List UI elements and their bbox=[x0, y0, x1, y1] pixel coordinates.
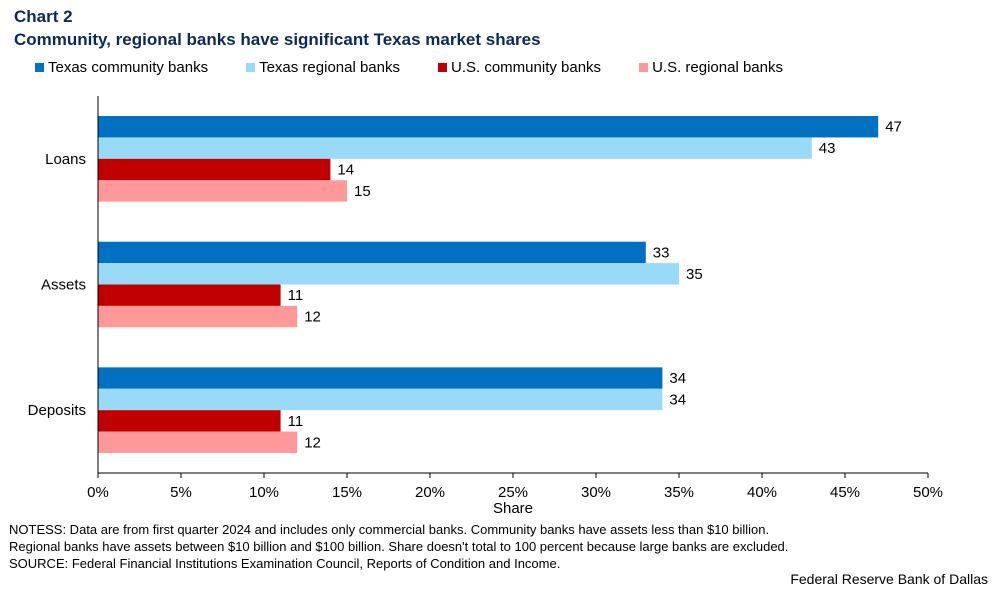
bar bbox=[98, 180, 347, 202]
x-tick-label: 25% bbox=[498, 484, 528, 501]
x-tick-label: 5% bbox=[170, 484, 192, 501]
legend-label: Texas community banks bbox=[48, 59, 209, 76]
data-label: 11 bbox=[288, 413, 304, 430]
data-label: 14 bbox=[337, 162, 354, 179]
data-label: 12 bbox=[304, 309, 321, 326]
x-tick-label: 30% bbox=[581, 484, 611, 501]
bar bbox=[98, 116, 879, 138]
notes-line: Regional banks have assets between $10 b… bbox=[9, 539, 789, 554]
category-label: Loans bbox=[45, 151, 86, 168]
legend-swatch bbox=[246, 63, 256, 72]
data-label: 43 bbox=[819, 140, 836, 157]
data-label: 34 bbox=[669, 391, 686, 408]
credit: Federal Reserve Bank of Dallas bbox=[790, 571, 988, 587]
chart-number: Chart 2 bbox=[14, 7, 73, 26]
x-tick-label: 20% bbox=[415, 484, 445, 501]
x-tick-label: 0% bbox=[87, 484, 109, 501]
legend-swatch bbox=[35, 63, 44, 72]
bar-chart: 47431415Loans33351112Assets34341112Depos… bbox=[28, 96, 943, 517]
data-label: 34 bbox=[669, 370, 686, 387]
bar bbox=[98, 305, 298, 328]
bar bbox=[98, 263, 679, 285]
source-line: SOURCE: Federal Financial Institutions E… bbox=[9, 556, 561, 571]
data-label: 47 bbox=[885, 119, 902, 136]
notes-line: NOTESS: Data are from first quarter 2024… bbox=[9, 522, 770, 537]
x-tick-label: 45% bbox=[830, 484, 860, 501]
x-axis-label: Share bbox=[493, 500, 533, 517]
data-label: 11 bbox=[288, 287, 304, 304]
legend-item-texas-regional: Texas regional banks bbox=[246, 59, 400, 76]
bar bbox=[98, 388, 663, 411]
data-label: 35 bbox=[686, 266, 703, 283]
bar bbox=[98, 137, 812, 159]
legend-label: Texas regional banks bbox=[259, 59, 400, 76]
bar bbox=[98, 284, 281, 306]
bar bbox=[98, 158, 331, 181]
x-tick-label: 10% bbox=[249, 484, 279, 501]
data-label: 12 bbox=[304, 434, 321, 451]
notes: NOTESS: Data are from first quarter 2024… bbox=[9, 521, 788, 572]
x-tick-label: 50% bbox=[913, 484, 943, 501]
bar bbox=[98, 367, 663, 389]
x-tick-label: 40% bbox=[747, 484, 777, 501]
legend-swatch bbox=[639, 63, 649, 72]
legend-item-us-community: U.S. community banks bbox=[438, 59, 601, 76]
legend-swatch bbox=[438, 63, 447, 72]
legend-label: U.S. community banks bbox=[451, 59, 602, 76]
legend-label: U.S. regional banks bbox=[652, 59, 783, 76]
legend-item-us-regional: U.S. regional banks bbox=[639, 59, 783, 76]
legend-item-texas-community: Texas community banks bbox=[35, 59, 208, 76]
data-label: 33 bbox=[653, 244, 670, 261]
bar bbox=[98, 241, 646, 264]
legend: Texas community banks Texas regional ban… bbox=[35, 59, 821, 76]
category-label: Assets bbox=[41, 277, 86, 294]
bar bbox=[98, 410, 281, 432]
x-tick-label: 15% bbox=[332, 484, 362, 501]
bar bbox=[98, 431, 298, 453]
x-tick-label: 35% bbox=[664, 484, 694, 501]
category-label: Deposits bbox=[28, 402, 86, 419]
data-label: 15 bbox=[354, 183, 371, 200]
chart-title: Community, regional banks have significa… bbox=[14, 30, 541, 49]
